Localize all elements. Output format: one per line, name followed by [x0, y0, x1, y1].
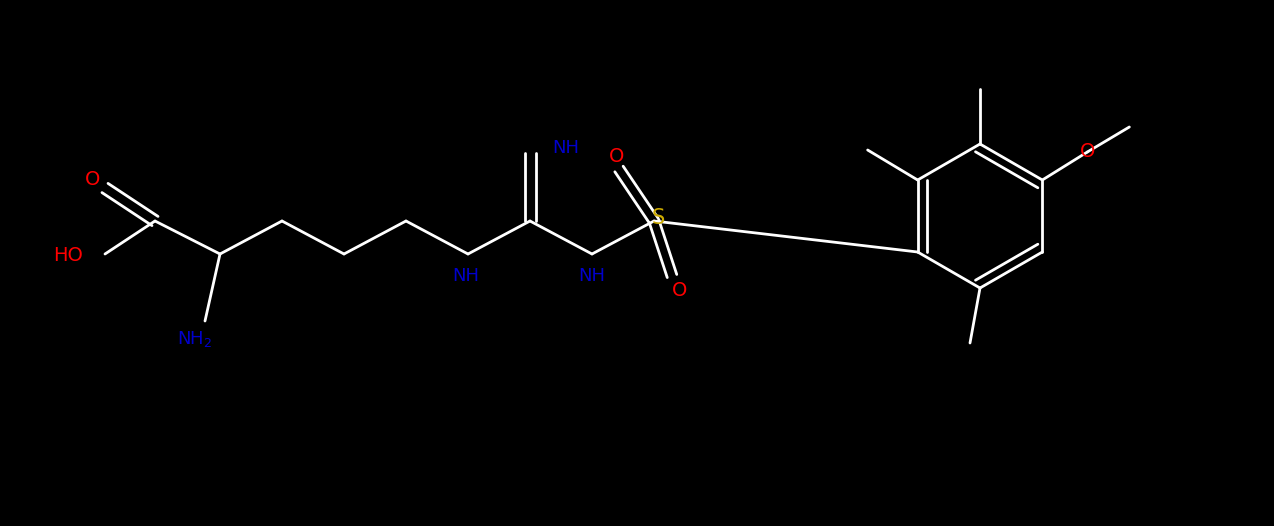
Text: NH: NH	[552, 139, 578, 157]
Text: NH: NH	[578, 267, 605, 285]
Text: HO: HO	[54, 247, 83, 266]
Text: NH$_2$: NH$_2$	[177, 329, 213, 349]
Text: O: O	[673, 281, 688, 300]
Text: O: O	[609, 147, 624, 167]
Text: O: O	[1079, 143, 1096, 161]
Text: S: S	[651, 208, 665, 228]
Text: NH: NH	[452, 267, 479, 285]
Text: O: O	[85, 170, 101, 189]
